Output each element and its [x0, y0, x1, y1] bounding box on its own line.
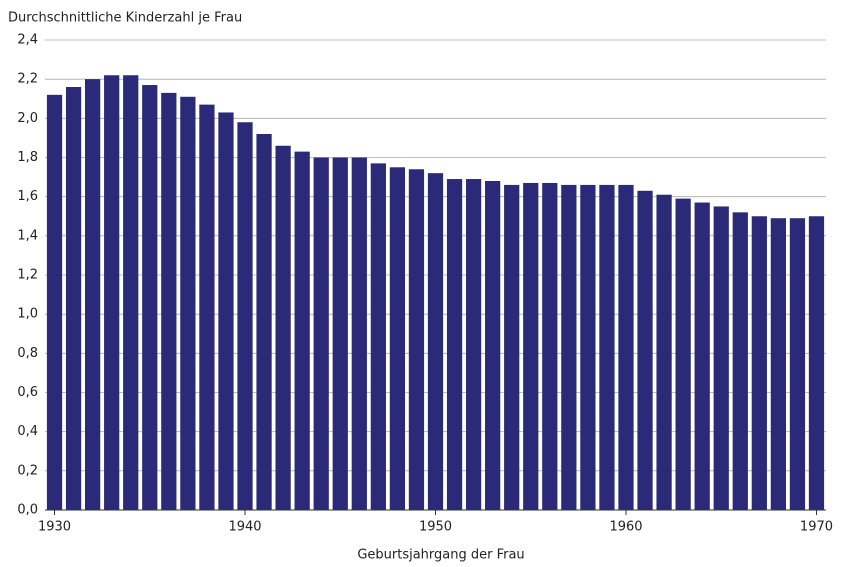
bar — [218, 112, 234, 510]
y-tick-label: 2,0 — [17, 111, 38, 126]
bar — [332, 157, 348, 510]
bar — [694, 202, 710, 510]
y-tick-label: 0,8 — [17, 346, 38, 361]
bar — [294, 151, 310, 510]
bar — [427, 173, 444, 510]
bar — [65, 87, 82, 510]
bar — [675, 198, 691, 510]
bar — [599, 184, 615, 510]
bar — [142, 85, 158, 511]
bar — [351, 157, 367, 510]
bar — [523, 182, 539, 511]
bar — [789, 218, 806, 511]
bar — [446, 179, 463, 510]
y-tick-label: 0,6 — [17, 385, 38, 400]
bar — [580, 184, 596, 510]
y-tick-label: 1,8 — [17, 150, 38, 165]
y-tick-label: 1,2 — [17, 268, 38, 283]
x-tick-label: 1950 — [419, 520, 452, 535]
bar — [656, 194, 672, 511]
bar — [561, 184, 577, 510]
x-tick-label: 1970 — [800, 520, 833, 535]
x-tick-label: 1940 — [228, 520, 261, 535]
bar — [104, 75, 120, 510]
bar — [46, 94, 63, 510]
bar — [408, 169, 425, 510]
bar — [123, 75, 139, 510]
bar — [465, 179, 482, 510]
bar — [637, 190, 653, 510]
bar — [389, 167, 406, 510]
bar — [713, 206, 729, 511]
bar — [313, 157, 329, 510]
y-tick-label: 2,2 — [17, 72, 38, 87]
bar — [751, 216, 767, 510]
x-tick-label: 1930 — [38, 520, 71, 535]
y-tick-label: 2,4 — [17, 33, 38, 48]
bar — [199, 104, 215, 510]
bar — [256, 134, 272, 510]
bar — [618, 184, 634, 510]
x-axis-label: Geburtsjahrgang der Frau — [357, 548, 524, 563]
bar — [275, 145, 291, 510]
bar — [237, 122, 253, 510]
bar — [504, 184, 520, 510]
bar — [808, 216, 825, 510]
bar — [180, 96, 196, 511]
y-tick-label: 1,6 — [17, 189, 38, 204]
y-tick-label: 0,0 — [17, 503, 38, 518]
bar — [770, 218, 786, 511]
y-tick-label: 1,0 — [17, 307, 38, 322]
bar — [542, 182, 558, 511]
bar — [732, 212, 748, 511]
y-axis-label: Durchschnittliche Kinderzahl je Frau — [8, 11, 242, 26]
bar — [485, 181, 501, 510]
bar — [85, 79, 101, 511]
x-tick-label: 1960 — [609, 520, 642, 535]
bar — [370, 163, 386, 510]
y-tick-label: 0,4 — [17, 424, 38, 439]
y-tick-label: 1,4 — [17, 228, 38, 243]
y-tick-label: 0,2 — [17, 463, 38, 478]
bar — [161, 92, 177, 510]
